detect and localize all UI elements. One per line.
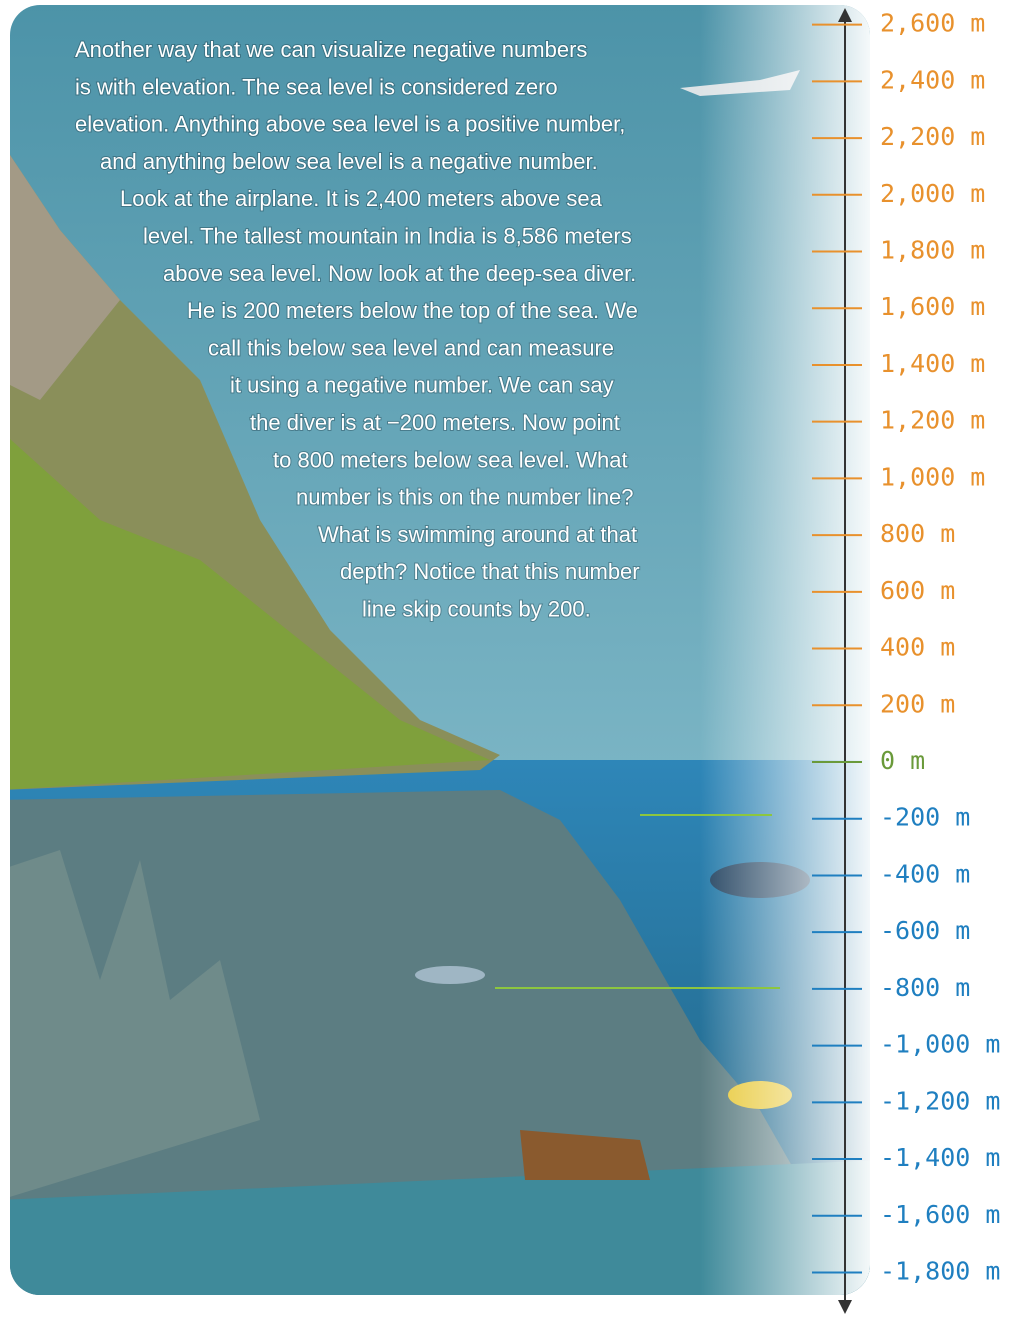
tick-label: 400 m [880, 633, 955, 662]
paragraph-line: and anything below sea level is a negati… [100, 149, 598, 174]
tick-label: 0 m [880, 746, 925, 775]
tick-label: 800 m [880, 519, 955, 548]
paragraph-line: it using a negative number. We can say [230, 373, 614, 398]
tick-label: -1,000 m [880, 1030, 1000, 1059]
tick-label: -1,800 m [880, 1256, 1000, 1285]
paragraph-line: to 800 meters below sea level. What [273, 447, 628, 472]
paragraph-line: level. The tallest mountain in India is … [143, 224, 632, 249]
paragraph-line: depth? Notice that this number [340, 559, 640, 584]
paragraph-line: line skip counts by 200. [362, 597, 591, 622]
tick-label: 2,000 m [880, 179, 985, 208]
tick-label: -1,400 m [880, 1143, 1000, 1172]
arrow-down [838, 1300, 852, 1314]
illustration [10, 5, 870, 1295]
tick-label: -600 m [880, 916, 970, 945]
paragraph-line: above sea level. Now look at the deep-se… [163, 261, 636, 286]
paragraph-line: is with elevation. The sea level is cons… [75, 74, 558, 99]
tick-label: -1,200 m [880, 1086, 1000, 1115]
tick-label: -800 m [880, 973, 970, 1002]
tick-label: -200 m [880, 803, 970, 832]
paragraph: Another way that we can visualize negati… [74, 36, 641, 623]
tick-label: 1,200 m [880, 406, 985, 435]
tick-label: 1,000 m [880, 462, 985, 491]
tick-label: 2,600 m [880, 9, 985, 38]
number-line: 2,600 m 2,400 m 2,200 m 2,000 m 1,800 m 1,600… [812, 8, 1000, 1314]
tick-label: 200 m [880, 689, 955, 718]
tick-label: -400 m [880, 859, 970, 888]
arrow-up [838, 8, 852, 22]
paragraph-line: Another way that we can visualize negati… [75, 37, 587, 62]
paragraph-line: elevation. Anything above sea level is a… [75, 112, 625, 137]
paragraph-line: Look at the airplane. It is 2,400 meters… [120, 186, 603, 211]
tick-label: 1,800 m [880, 236, 985, 265]
tick-label: 2,400 m [880, 65, 985, 94]
tick-label: 600 m [880, 576, 955, 605]
tick-label: 1,400 m [880, 349, 985, 378]
tick-label: -1,600 m [880, 1200, 1000, 1229]
paragraph-line: He is 200 meters below the top of the se… [187, 298, 638, 323]
paragraph-line: number is this on the number line? [296, 485, 634, 510]
paragraph-line: the diver is at −200 meters. Now point [250, 410, 620, 435]
tick-label: 2,200 m [880, 122, 985, 151]
paragraph-line: call this below sea level and can measur… [208, 335, 614, 360]
tick-label: 1,600 m [880, 292, 985, 321]
paragraph-line: What is swimming around at that [318, 522, 637, 547]
